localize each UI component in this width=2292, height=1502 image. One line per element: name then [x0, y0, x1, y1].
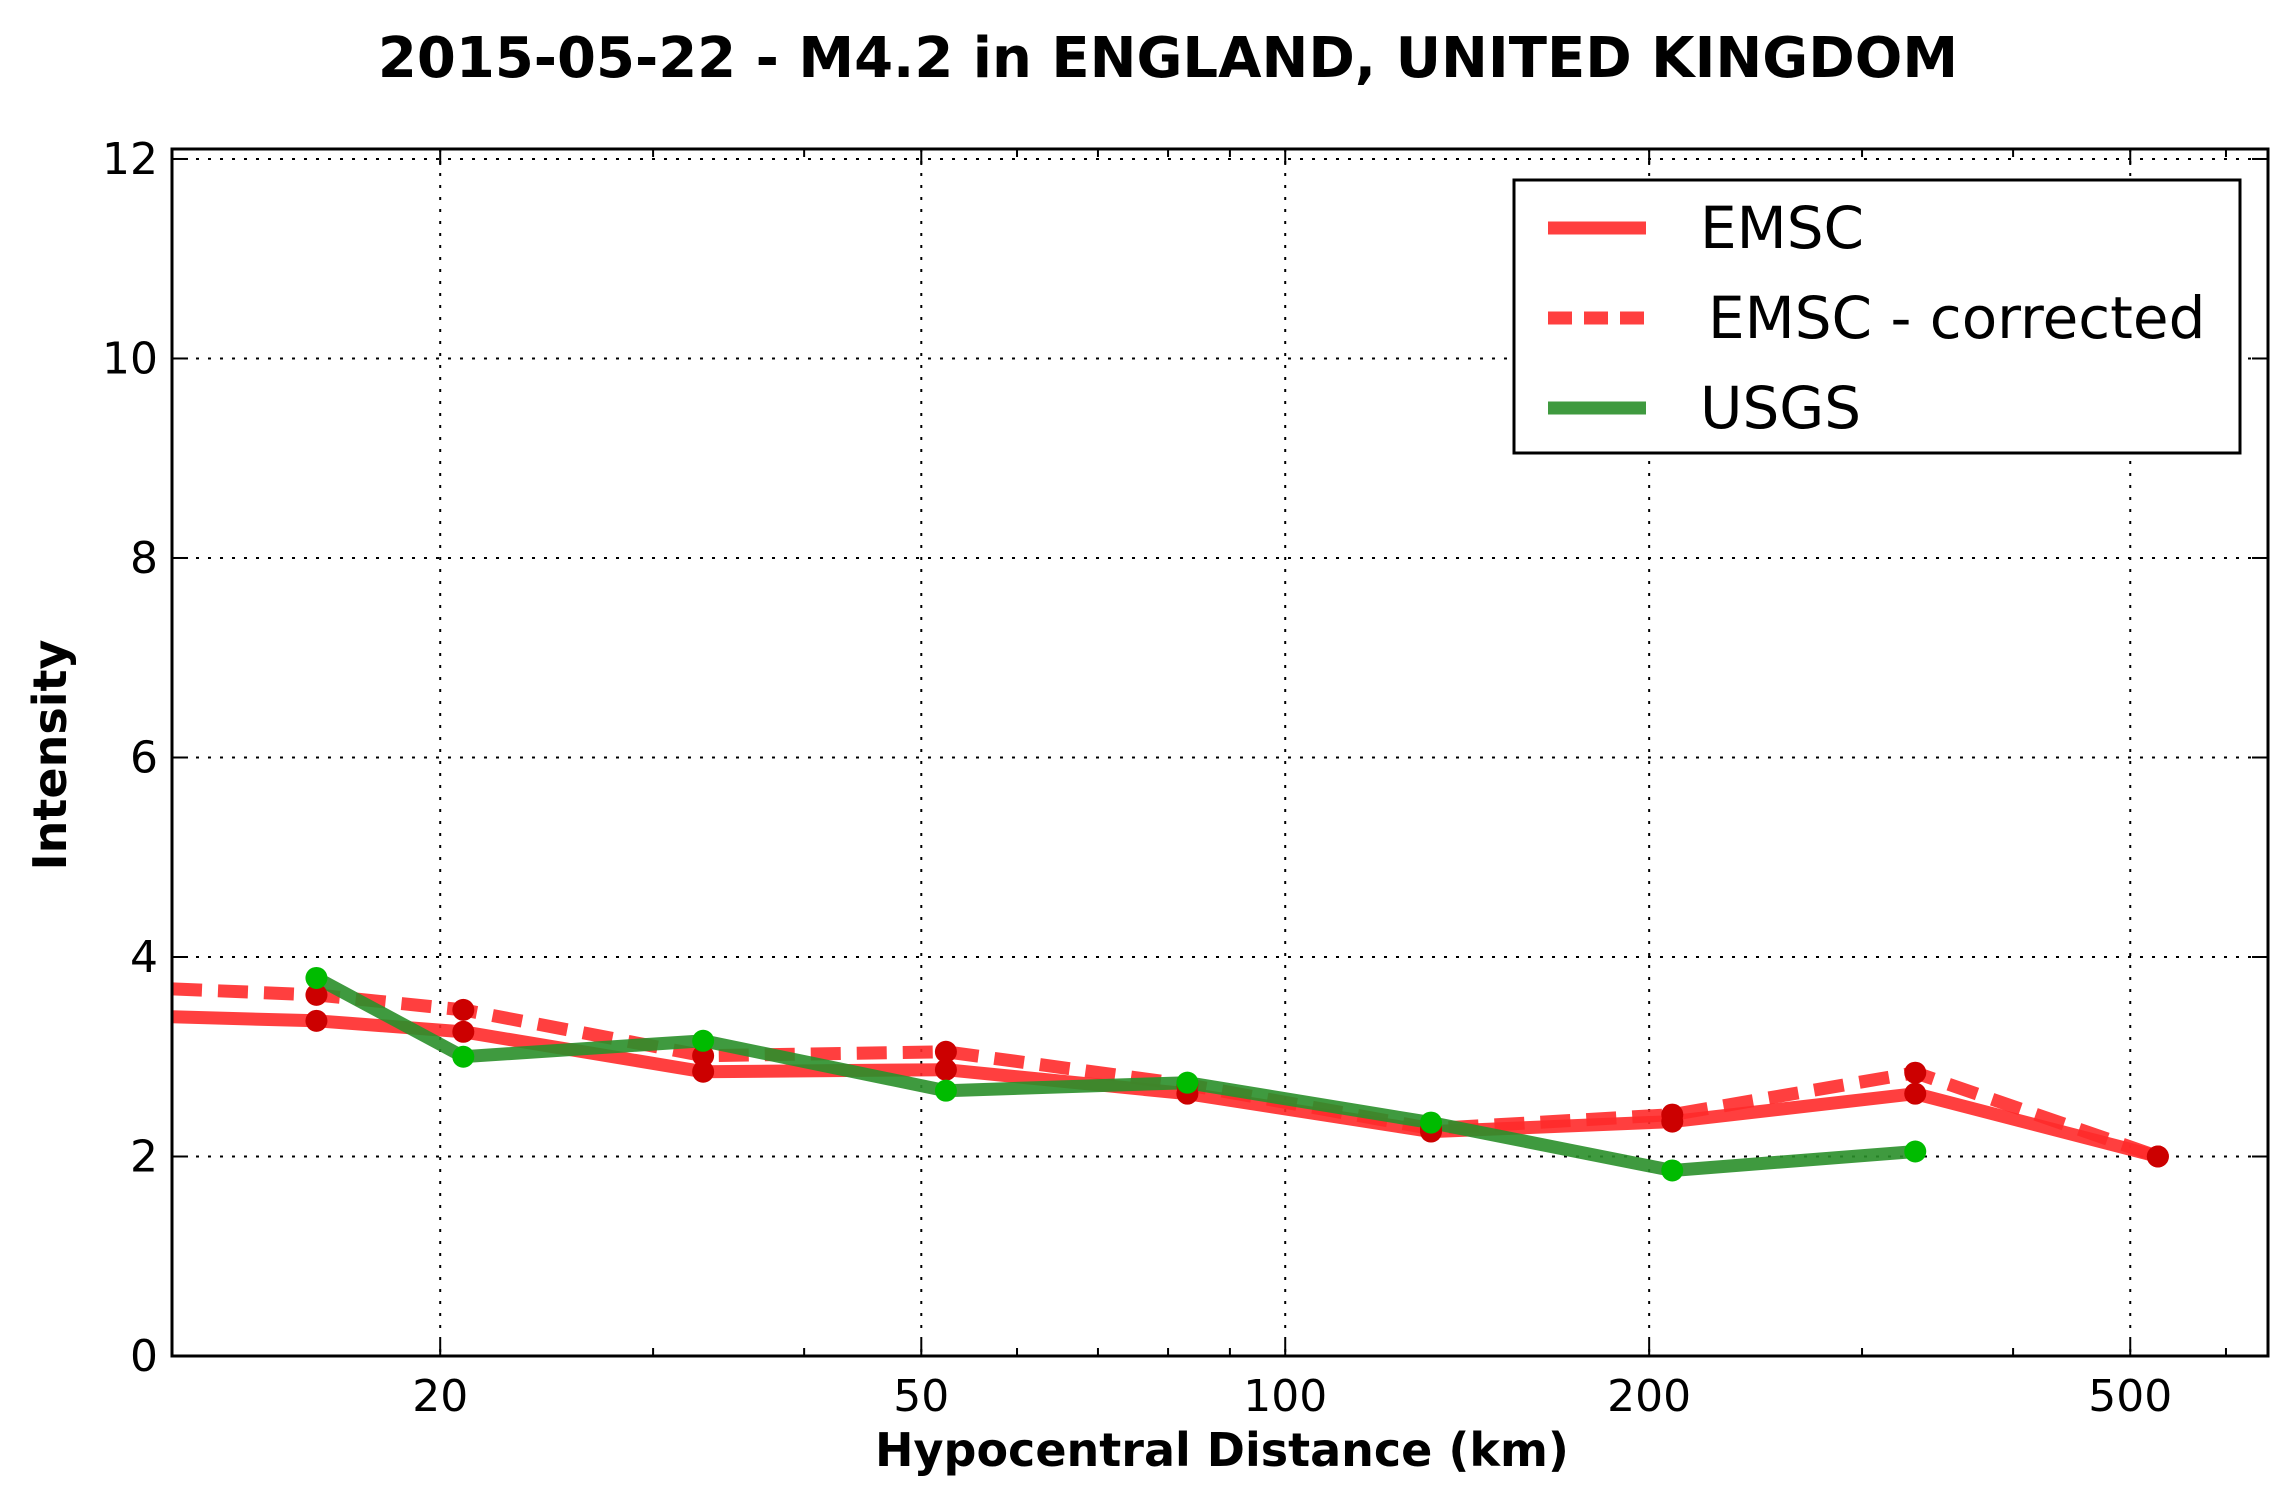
data-point-emsc-corrected	[1904, 1061, 1927, 1084]
legend-label-emsc-corrected: EMSC - corrected	[1708, 284, 2205, 352]
series-layer	[171, 972, 2161, 1177]
y-tick-label: 12	[102, 134, 158, 185]
data-point-usgs	[1419, 1111, 1442, 1134]
series-line-emsc-corrected	[171, 982, 2161, 1163]
legend: EMSC EMSC - corrected USGS	[1512, 178, 2242, 455]
x-tick-label: 500	[2088, 1371, 2172, 1422]
x-tick-label: 100	[1243, 1371, 1327, 1422]
data-point-emsc	[452, 1020, 475, 1043]
data-point-usgs	[934, 1079, 957, 1102]
grid	[172, 149, 2268, 1356]
plot-frame	[170, 147, 2270, 1358]
data-point-usgs	[1904, 1140, 1927, 1163]
data-point-emsc-corrected	[2146, 1145, 2169, 1168]
legend-label-emsc: EMSC	[1700, 194, 1864, 262]
legend-label-usgs: USGS	[1700, 374, 1861, 442]
data-point-emsc-corrected	[305, 983, 328, 1006]
ticks: 20 50 100 200 500 0 2 4 6 8 10 12	[102, 134, 2268, 1422]
y-tick-label: 10	[102, 333, 158, 384]
y-tick-label: 6	[130, 732, 158, 783]
y-tick-label: 0	[130, 1331, 158, 1382]
x-tick-label: 50	[893, 1371, 949, 1422]
chart-title: 2015-05-22 - M4.2 in ENGLAND, UNITED KIN…	[378, 26, 1958, 91]
data-point-emsc-corrected	[1661, 1103, 1684, 1126]
data-point-emsc-corrected	[452, 998, 475, 1021]
data-point-emsc-corrected	[934, 1040, 957, 1063]
data-point-emsc	[934, 1058, 957, 1081]
series-line-usgs	[313, 972, 1916, 1177]
y-tick-label: 4	[130, 932, 158, 983]
x-tick-label: 200	[1607, 1371, 1691, 1422]
x-axis-label: Hypocentral Distance (km)	[875, 1423, 1569, 1477]
data-point-usgs	[305, 966, 328, 989]
x-tick-label: 20	[412, 1371, 468, 1422]
data-point-usgs	[1661, 1159, 1684, 1182]
data-point-usgs	[692, 1029, 715, 1052]
data-point-usgs	[1176, 1071, 1199, 1094]
data-point-usgs	[452, 1045, 475, 1068]
y-axis-label: Intensity	[23, 640, 77, 871]
data-point-emsc	[692, 1060, 715, 1083]
data-point-emsc	[1904, 1082, 1927, 1105]
data-point-emsc	[305, 1009, 328, 1032]
marker-layer	[305, 966, 2169, 1182]
y-tick-label: 8	[130, 533, 158, 584]
y-tick-label: 2	[130, 1131, 158, 1182]
